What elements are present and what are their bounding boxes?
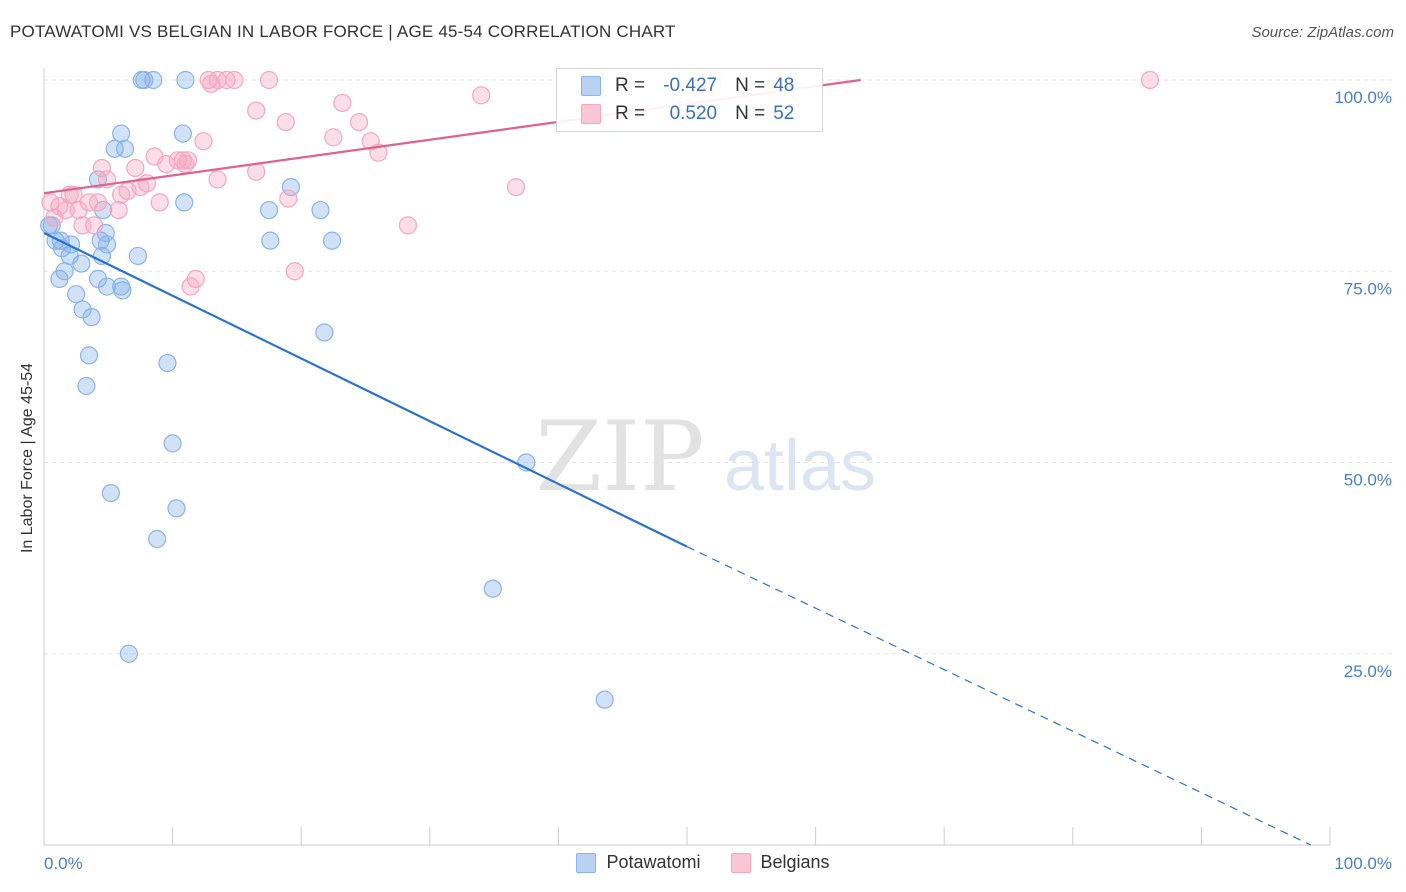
trend-line-potawatomi-extension: [686, 546, 1311, 846]
legend-row-potawatomi: R = -0.427 N = 48: [581, 74, 794, 98]
point-belgians: [176, 155, 195, 174]
series-legend: Potawatomi Belgians: [0, 852, 1406, 873]
point-potawatomi: [322, 231, 342, 250]
point-belgians: [324, 128, 343, 147]
point-potawatomi: [67, 285, 86, 304]
n-value-potawatomi: 48: [773, 75, 795, 96]
r-value-potawatomi: -0.427: [663, 75, 718, 96]
legend-swatch-potawatomi: [581, 76, 601, 96]
n-label: N =: [735, 75, 766, 96]
point-potawatomi: [259, 200, 279, 220]
trend-line-potawatomi: [43, 232, 688, 548]
point-belgians: [276, 112, 295, 132]
y-tick-label: 50.0%: [1344, 471, 1392, 490]
point-belgians: [1140, 70, 1160, 90]
point-belgians: [217, 70, 236, 90]
point-potawatomi: [128, 246, 147, 266]
point-potawatomi: [119, 644, 138, 663]
point-potawatomi: [175, 193, 194, 212]
y-tick-label: 25.0%: [1344, 662, 1392, 681]
point-potawatomi: [144, 70, 163, 90]
legend-row-belgians: R = 0.520 N = 52: [581, 102, 794, 126]
point-belgians: [472, 86, 491, 105]
chart-source: Source: ZipAtlas.com: [1251, 24, 1394, 41]
watermark-atlas: atlas: [724, 426, 876, 506]
chart-title: POTAWATOMI VS BELGIAN IN LABOR FORCE | A…: [10, 22, 676, 41]
point-potawatomi: [79, 346, 99, 365]
point-belgians: [285, 262, 304, 281]
point-potawatomi: [163, 434, 182, 453]
point-potawatomi: [148, 529, 167, 549]
point-belgians: [194, 132, 213, 151]
point-belgians: [69, 200, 88, 220]
x-tick-label-min: 0.0%: [44, 854, 83, 873]
legend-item-belgians: Belgians: [730, 852, 830, 873]
legend-label-potawatomi: Potawatomi: [606, 852, 701, 872]
legend-item-potawatomi: Potawatomi: [576, 852, 701, 873]
r-label: R =: [615, 103, 646, 124]
point-belgians: [157, 155, 176, 174]
point-belgians: [109, 200, 128, 220]
point-potawatomi: [112, 124, 131, 143]
y-tick-label: 100.0%: [1334, 88, 1392, 107]
y-tick-label: 75.0%: [1344, 279, 1392, 298]
legend-swatch-belgians: [730, 852, 751, 873]
point-potawatomi: [311, 200, 330, 220]
data-points: [40, 70, 1160, 709]
n-value-belgians: 52: [773, 103, 795, 124]
stats-legend: R = -0.427 N = 48 R = 0.520 N = 52: [556, 68, 823, 132]
point-belgians: [85, 216, 104, 235]
point-potawatomi: [97, 277, 117, 296]
point-potawatomi: [113, 281, 132, 300]
point-potawatomi: [82, 308, 101, 327]
legend-swatch-belgians: [581, 104, 601, 124]
point-belgians: [225, 70, 244, 90]
x-tick-label-max: 100.0%: [1334, 854, 1392, 873]
point-belgians: [41, 193, 60, 212]
point-belgians: [208, 170, 227, 189]
point-potawatomi: [595, 690, 614, 709]
point-potawatomi: [101, 484, 120, 503]
point-potawatomi: [97, 235, 117, 254]
point-belgians: [247, 101, 266, 120]
point-belgians: [88, 193, 108, 212]
point-belgians: [333, 93, 352, 113]
point-potawatomi: [176, 70, 195, 90]
point-potawatomi: [261, 231, 280, 250]
point-potawatomi: [105, 139, 124, 158]
point-belgians: [506, 178, 526, 197]
point-potawatomi: [315, 323, 334, 342]
point-belgians: [279, 189, 298, 208]
point-potawatomi: [50, 269, 69, 288]
legend-swatch-potawatomi: [576, 852, 597, 873]
legend-label-belgians: Belgians: [760, 852, 830, 872]
r-label: R =: [615, 75, 646, 96]
point-potawatomi: [72, 254, 91, 273]
point-belgians: [150, 193, 169, 212]
point-belgians: [181, 277, 200, 296]
tick-labels: 100.0% 75.0% 50.0% 25.0% 0.0% 100.0%: [44, 88, 1392, 873]
point-belgians: [259, 70, 279, 90]
point-belgians: [349, 112, 369, 132]
point-potawatomi: [115, 139, 135, 158]
watermark-zip: ZIP: [535, 401, 704, 513]
point-potawatomi: [167, 499, 186, 518]
axes: [43, 68, 1331, 846]
point-belgians: [398, 216, 418, 235]
point-belgians: [112, 185, 131, 204]
n-label: N =: [735, 103, 766, 124]
point-potawatomi: [173, 124, 192, 143]
point-belgians: [202, 74, 221, 93]
point-potawatomi: [77, 376, 96, 396]
point-belgians: [247, 162, 266, 181]
point-potawatomi: [281, 178, 301, 197]
point-belgians: [126, 158, 145, 178]
point-potawatomi: [158, 353, 177, 373]
point-belgians: [92, 158, 111, 178]
point-potawatomi: [483, 579, 502, 598]
r-value-belgians: 0.520: [669, 103, 718, 124]
point-belgians: [45, 208, 64, 227]
